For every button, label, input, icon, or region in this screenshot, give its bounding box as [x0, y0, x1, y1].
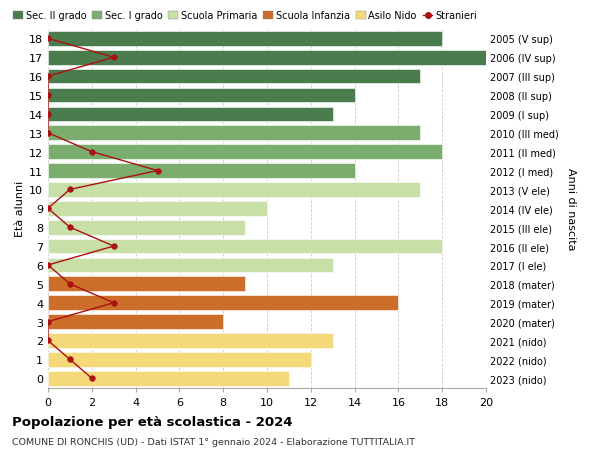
Bar — [48, 277, 245, 291]
Bar — [48, 126, 421, 141]
Bar — [48, 202, 267, 216]
Bar — [48, 164, 355, 179]
Bar — [48, 371, 289, 386]
Bar — [48, 145, 442, 160]
Legend: Sec. II grado, Sec. I grado, Scuola Primaria, Scuola Infanzia, Asilo Nido, Stran: Sec. II grado, Sec. I grado, Scuola Prim… — [13, 11, 477, 22]
Bar — [48, 333, 333, 348]
Text: Popolazione per età scolastica - 2024: Popolazione per età scolastica - 2024 — [12, 415, 293, 428]
Bar — [48, 51, 486, 66]
Bar — [48, 314, 223, 329]
Y-axis label: Anni di nascita: Anni di nascita — [566, 168, 575, 250]
Y-axis label: Età alunni: Età alunni — [15, 181, 25, 237]
Bar — [48, 32, 442, 47]
Bar — [48, 239, 442, 254]
Bar — [48, 89, 355, 103]
Bar — [48, 220, 245, 235]
Bar — [48, 258, 333, 273]
Bar — [48, 70, 421, 84]
Bar — [48, 296, 398, 310]
Bar — [48, 183, 421, 197]
Text: COMUNE DI RONCHIS (UD) - Dati ISTAT 1° gennaio 2024 - Elaborazione TUTTITALIA.IT: COMUNE DI RONCHIS (UD) - Dati ISTAT 1° g… — [12, 437, 415, 446]
Bar — [48, 352, 311, 367]
Bar — [48, 107, 333, 122]
